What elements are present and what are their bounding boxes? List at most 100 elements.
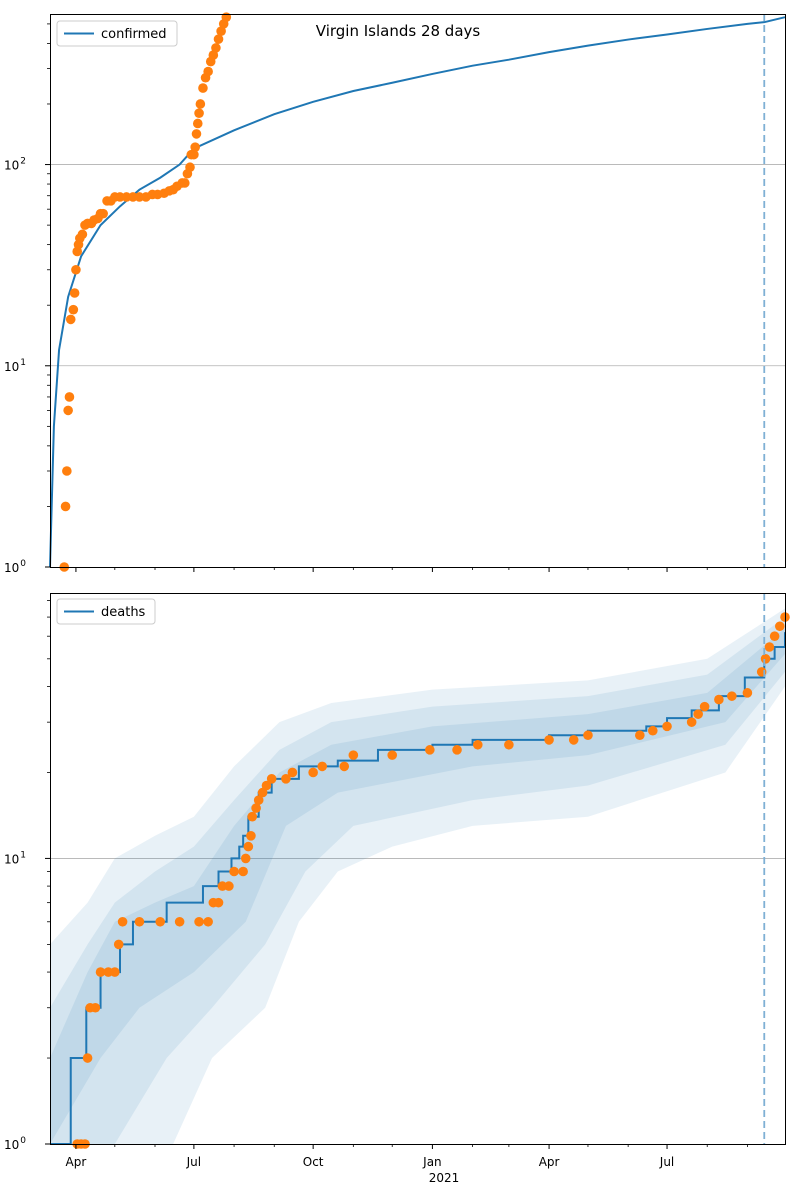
observed-point xyxy=(77,229,88,240)
observed-point xyxy=(727,691,737,701)
observed-point xyxy=(189,149,199,160)
band-middle xyxy=(50,617,785,1144)
observed-point xyxy=(60,501,71,512)
observed-point xyxy=(281,774,291,784)
top-legend: confirmed xyxy=(56,20,178,47)
observed-point xyxy=(583,730,593,741)
observed-point xyxy=(568,735,579,745)
y-tick-label: 101 xyxy=(4,358,26,374)
observed-point xyxy=(760,654,771,664)
y-tick-exponent: 0 xyxy=(20,559,26,569)
observed-point xyxy=(308,767,318,778)
observed-point xyxy=(63,405,73,416)
observed-point xyxy=(62,466,72,476)
top-axes-frame xyxy=(50,14,786,568)
observed-point xyxy=(635,730,645,741)
observed-point xyxy=(253,795,264,805)
observed-point xyxy=(247,811,258,822)
x-tick-label: Jan xyxy=(422,1155,442,1169)
observed-point xyxy=(317,761,328,772)
observed-point xyxy=(134,916,145,927)
observed-point xyxy=(387,750,398,760)
observed-point xyxy=(544,735,554,745)
x-tick-label: Apr xyxy=(539,1155,560,1169)
top-observed-points xyxy=(59,12,232,572)
observed-point xyxy=(257,787,268,798)
observed-point xyxy=(65,314,76,325)
observed-point xyxy=(117,916,128,927)
observed-point xyxy=(662,721,672,732)
observed-point xyxy=(68,304,79,315)
y-tick-label: 100 xyxy=(4,559,26,575)
observed-point xyxy=(203,66,213,77)
observed-point xyxy=(686,717,697,727)
deaths-panel: 100 101 Apr Jul Oct Jan Apr Jul 2021 deaths xyxy=(4,593,790,1185)
observed-point xyxy=(472,739,483,750)
observed-point xyxy=(190,142,200,152)
observed-point xyxy=(174,916,185,927)
top-series xyxy=(49,16,786,568)
observed-point xyxy=(504,739,514,750)
x-tick-label: Jul xyxy=(659,1155,674,1169)
observed-point xyxy=(211,43,221,53)
observed-point xyxy=(775,621,785,632)
observed-point xyxy=(213,897,224,908)
observed-point xyxy=(246,831,256,841)
x-year-label: 2021 xyxy=(429,1171,460,1185)
observed-point xyxy=(198,83,208,93)
bottom-x-axis-ticks: Apr Jul Oct Jan Apr Jul xyxy=(66,1144,748,1169)
bottom-observed-points xyxy=(72,612,790,1149)
observed-point xyxy=(113,939,124,950)
observed-point xyxy=(764,642,775,652)
observed-point xyxy=(261,780,272,791)
observed-point xyxy=(90,1002,101,1013)
bottom-legend-label: deaths xyxy=(101,605,146,620)
observed-point xyxy=(229,866,239,877)
bottom-y-axis-ticks: 100 101 xyxy=(4,600,50,1152)
observed-point xyxy=(180,178,190,188)
observed-point xyxy=(339,761,350,772)
top-legend-label: confirmed xyxy=(101,27,167,42)
observed-point xyxy=(95,967,106,977)
observed-point xyxy=(195,99,206,109)
observed-point xyxy=(194,108,204,118)
y-tick-exponent: 0 xyxy=(20,1136,26,1146)
observed-point xyxy=(155,916,165,927)
observed-point xyxy=(216,26,226,36)
x-tick-label: Jul xyxy=(186,1155,201,1169)
y-tick-label: 101 xyxy=(4,850,26,866)
bottom-legend-box xyxy=(56,598,156,625)
observed-point xyxy=(203,916,213,927)
y-tick-exponent: 1 xyxy=(20,850,26,860)
observed-point xyxy=(251,803,261,813)
y-tick-exponent: 2 xyxy=(20,157,26,167)
x-tick-label: Oct xyxy=(303,1155,324,1169)
observed-point xyxy=(69,288,80,298)
top-x-axis-ticks xyxy=(75,567,748,572)
observed-point xyxy=(243,841,254,852)
observed-point xyxy=(238,866,248,877)
top-gridlines xyxy=(50,164,785,367)
band-inner xyxy=(50,628,785,1144)
chart-title: Virgin Islands 28 days xyxy=(316,22,481,40)
observed-point xyxy=(452,745,462,755)
x-tick-label: Apr xyxy=(66,1155,87,1169)
observed-point xyxy=(110,967,120,977)
observed-point xyxy=(769,631,780,641)
observed-point xyxy=(192,118,203,129)
uncertainty-bands xyxy=(50,608,785,1144)
observed-point xyxy=(714,694,724,705)
observed-point xyxy=(98,208,108,219)
observed-point xyxy=(71,264,81,275)
observed-point xyxy=(194,916,204,927)
observed-point xyxy=(693,709,703,719)
observed-point xyxy=(266,774,277,784)
confirmed-panel: 100 101 102 Virgin Islands 28 days confirm… xyxy=(4,12,786,575)
confirmed-line xyxy=(49,16,786,568)
observed-point xyxy=(425,745,435,755)
observed-point xyxy=(82,1053,93,1063)
top-y-axis-ticks: 100 101 102 xyxy=(4,23,50,575)
y-tick-label: 102 xyxy=(4,157,26,173)
top-legend-box xyxy=(56,20,178,47)
